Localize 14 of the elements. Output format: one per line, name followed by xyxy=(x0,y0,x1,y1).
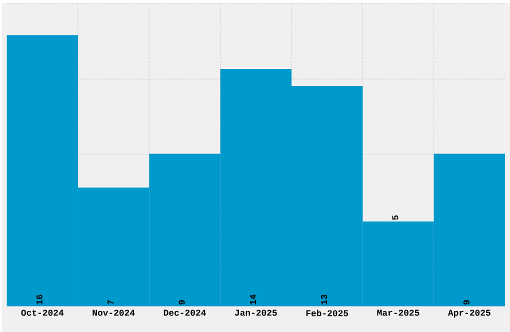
x-tick-label: Dec-2024 xyxy=(164,310,206,316)
x-tick-label: Mar-2025 xyxy=(377,310,420,316)
data-label: 9 xyxy=(178,300,185,304)
data-label: 9 xyxy=(463,300,470,304)
data-label: 5 xyxy=(392,215,398,220)
data-label: 13 xyxy=(321,294,328,304)
data-label: 7 xyxy=(108,300,114,304)
x-tick-label: Apr-2025 xyxy=(448,310,490,318)
data-label: 16 xyxy=(36,294,42,304)
data-label: 14 xyxy=(250,294,256,304)
x-tick-label: Feb-2025 xyxy=(306,310,348,316)
x-tick-label: Oct-2024 xyxy=(21,310,64,316)
x-tick-label: Nov-2024 xyxy=(92,310,135,316)
x-tick-label: Jan-2025 xyxy=(234,310,277,316)
